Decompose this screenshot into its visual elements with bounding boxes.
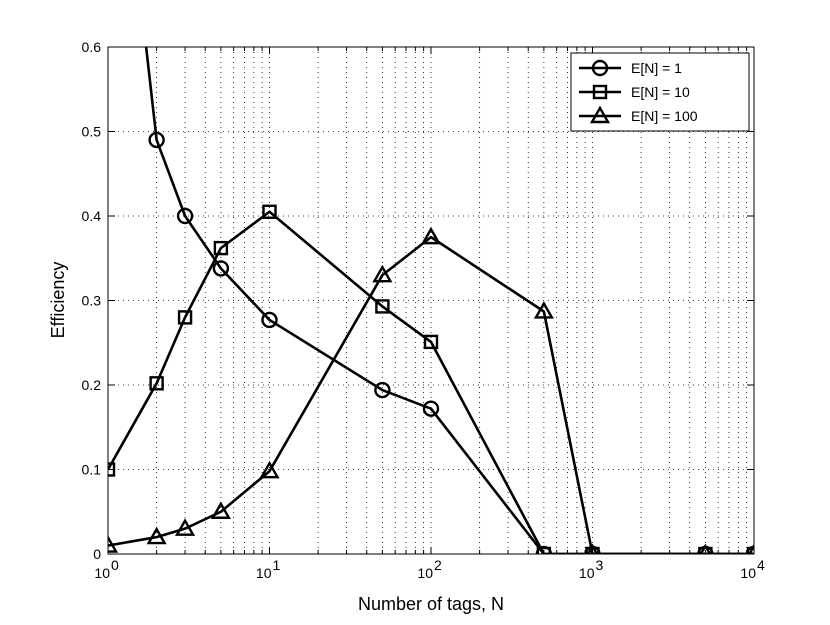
x-tick-label-base: 10 <box>740 565 756 581</box>
y-tick-label: 0.3 <box>82 293 102 309</box>
triangle-marker <box>589 105 611 124</box>
legend-label: E[N] = 100 <box>631 108 698 124</box>
circle-marker <box>591 59 609 77</box>
x-tick-label-exponent: 1 <box>273 557 281 573</box>
x-tick-label: 10 4 <box>740 557 765 581</box>
y-tick-label: 0.6 <box>82 39 102 55</box>
triangle-marker <box>210 501 231 519</box>
circle-marker <box>176 207 194 225</box>
triangle-marker <box>259 460 280 479</box>
x-tick-label: 10 2 <box>417 557 442 581</box>
triangle-marker <box>174 518 196 536</box>
square-marker <box>177 310 193 325</box>
y-axis-title: Efficiency <box>48 262 68 339</box>
triangle-marker <box>108 535 119 553</box>
x-tick-label-base: 10 <box>579 565 595 581</box>
tick-labels: 00.10.20.30.40.50.610 0 10 1 10 2 10 3 10 4 <box>82 39 765 581</box>
square-marker <box>423 334 439 350</box>
x-tick-label: 10 1 <box>256 557 281 581</box>
circle-marker <box>374 381 391 399</box>
y-tick-label: 0 <box>93 546 101 562</box>
circle-marker <box>422 400 440 417</box>
square-marker <box>262 204 277 219</box>
legend-item: E[N] = 1 <box>579 59 682 77</box>
x-tick-label-exponent: 3 <box>596 557 604 573</box>
legend-item: E[N] = 100 <box>579 105 698 124</box>
triangle-marker <box>586 543 599 554</box>
legend-label: E[N] = 1 <box>631 60 682 76</box>
series-line <box>108 210 754 554</box>
triangle-marker <box>748 543 754 554</box>
square-marker <box>592 84 608 100</box>
legend-item: E[N] = 10 <box>579 84 690 100</box>
circle-marker <box>148 131 165 149</box>
x-axis-title: Number of tags, N <box>358 594 504 614</box>
x-tick-label-base: 10 <box>94 565 110 581</box>
series-line <box>144 47 754 554</box>
y-tick-label: 0.5 <box>82 124 102 140</box>
series-line <box>108 235 754 554</box>
square-marker <box>536 546 552 554</box>
circle-marker <box>212 260 230 277</box>
x-tick-label-exponent: 0 <box>111 557 119 573</box>
triangle-marker <box>533 301 554 319</box>
square-marker <box>213 240 229 256</box>
legend-label: E[N] = 10 <box>631 84 690 100</box>
x-tick-label-exponent: 4 <box>757 557 765 573</box>
square-marker <box>375 299 390 314</box>
square-marker <box>149 376 164 391</box>
triangle-marker <box>146 526 167 545</box>
series-3 <box>108 226 754 554</box>
circle-marker <box>261 311 278 329</box>
triangle-marker <box>372 264 393 283</box>
x-tick-label-base: 10 <box>417 565 433 581</box>
x-tick-label-base: 10 <box>256 565 272 581</box>
y-tick-label: 0.2 <box>82 377 102 393</box>
triangle-marker <box>699 543 712 554</box>
legend: E[N] = 1 E[N] = 10 E[N] = 100 <box>570 52 750 132</box>
y-tick-label: 0.4 <box>82 208 102 224</box>
x-tick-label: 10 3 <box>579 557 604 581</box>
x-tick-label-exponent: 2 <box>434 557 442 573</box>
triangle-marker <box>420 226 442 245</box>
x-tick-label: 10 0 <box>94 557 119 581</box>
y-tick-label: 0.1 <box>82 462 102 478</box>
